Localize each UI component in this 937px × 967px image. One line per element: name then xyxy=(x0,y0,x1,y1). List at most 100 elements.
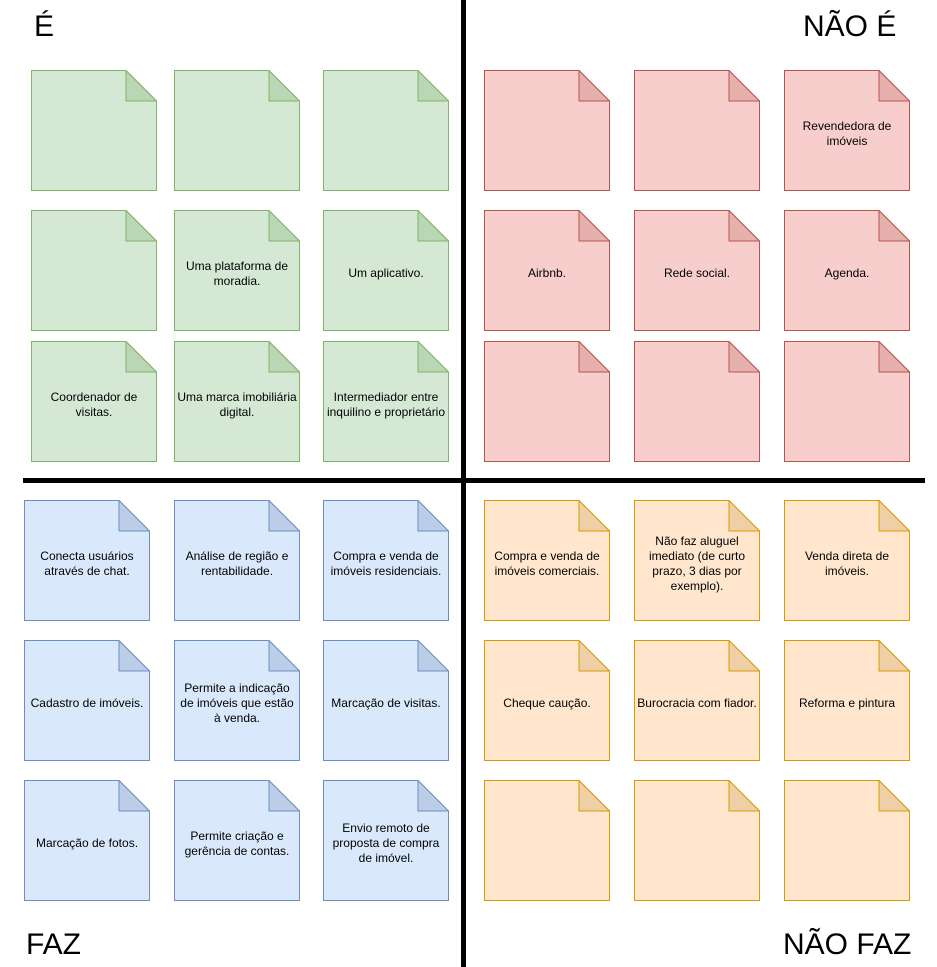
sticky-note-text xyxy=(176,70,298,191)
sticky-note-body xyxy=(174,210,300,331)
sticky-note-faz-8: Permite criação e gerência de contas. xyxy=(174,780,300,901)
sticky-note-fold xyxy=(728,640,760,672)
sticky-note-shape xyxy=(323,500,449,621)
sticky-note-fold xyxy=(728,500,760,532)
sticky-note-nao-e-8 xyxy=(634,341,760,462)
sticky-note-body xyxy=(323,780,449,901)
sticky-note-fold xyxy=(417,780,449,812)
sticky-note-fold xyxy=(118,780,150,812)
sticky-note-fold xyxy=(125,210,157,242)
sticky-note-shape xyxy=(634,640,760,761)
sticky-note-text xyxy=(486,341,608,462)
sticky-note-fold xyxy=(578,70,610,102)
sticky-note-faz-6: Marcação de visitas. xyxy=(323,640,449,761)
sticky-note-shape xyxy=(323,640,449,761)
sticky-note-nao-faz-5: Burocracia com fiador. xyxy=(634,640,760,761)
sticky-note-fold xyxy=(268,341,300,373)
sticky-note-text: Intermediador entre inquilino e propriet… xyxy=(326,389,446,419)
sticky-note-shape xyxy=(784,780,910,901)
sticky-note-fold xyxy=(878,210,910,242)
sticky-note-shape xyxy=(174,70,300,191)
sticky-note-shape xyxy=(323,210,449,331)
sticky-note-body xyxy=(484,210,610,331)
sticky-note-text: Agenda. xyxy=(824,266,870,280)
sticky-note-body xyxy=(323,341,449,462)
sticky-note-shape xyxy=(784,500,910,621)
sticky-note-shape xyxy=(484,70,610,191)
sticky-note-e-5: Uma plataforma de moradia. xyxy=(174,210,300,331)
sticky-note-body xyxy=(784,210,910,331)
sticky-note-text: Permite a indicação de imóveis que estão… xyxy=(180,681,294,725)
sticky-note-nao-e-4: Airbnb. xyxy=(484,210,610,331)
sticky-note-faz-9: Envio remoto de proposta de compra de im… xyxy=(323,780,449,901)
sticky-note-fold xyxy=(878,640,910,672)
sticky-note-text xyxy=(486,780,608,901)
sticky-note-fold xyxy=(728,210,760,242)
sticky-note-shape xyxy=(323,70,449,191)
sticky-note-nao-faz-3: Venda direta de imóveis. xyxy=(784,500,910,621)
sticky-note-fold xyxy=(125,341,157,373)
sticky-note-text: Cheque caução. xyxy=(503,696,591,710)
sticky-note-shape xyxy=(634,210,760,331)
sticky-note-fold xyxy=(878,500,910,532)
sticky-note-text: Coordenador de visitas. xyxy=(50,389,138,419)
sticky-note-fold xyxy=(268,210,300,242)
sticky-note-shape xyxy=(634,70,760,191)
sticky-note-text: Reforma e pintura xyxy=(798,696,896,710)
sticky-note-nao-faz-1: Compra e venda de imóveis comerciais. xyxy=(484,500,610,621)
sticky-note-text: Compra e venda de imóveis comerciais. xyxy=(494,548,600,578)
sticky-note-nao-faz-4: Cheque caução. xyxy=(484,640,610,761)
sticky-note-shape xyxy=(484,500,610,621)
sticky-note-fold xyxy=(417,341,449,373)
sticky-note-body xyxy=(323,500,449,621)
label-faz: FAZ xyxy=(26,928,82,961)
sticky-note-shape xyxy=(784,341,910,462)
sticky-note-shape xyxy=(31,341,157,462)
sticky-note-shape xyxy=(484,640,610,761)
sticky-note-body xyxy=(634,640,760,761)
sticky-note-shape xyxy=(24,780,150,901)
sticky-note-body xyxy=(31,210,157,331)
sticky-note-fold xyxy=(125,70,157,102)
sticky-note-e-2 xyxy=(174,70,300,191)
sticky-note-shape xyxy=(174,210,300,331)
vertical-divider xyxy=(461,0,466,967)
sticky-note-fold xyxy=(878,341,910,373)
sticky-note-fold xyxy=(268,640,300,672)
sticky-note-fold xyxy=(728,780,760,812)
sticky-note-nao-e-9 xyxy=(784,341,910,462)
label-nao-faz: NÃO FAZ xyxy=(783,928,912,961)
sticky-note-shape xyxy=(31,210,157,331)
sticky-note-text: Permite criação e gerência de contas. xyxy=(184,828,290,858)
sticky-note-shape xyxy=(634,341,760,462)
sticky-note-body xyxy=(174,500,300,621)
sticky-note-nao-faz-6: Reforma e pintura xyxy=(784,640,910,761)
sticky-note-body xyxy=(174,780,300,901)
sticky-note-body xyxy=(784,780,910,901)
sticky-note-body xyxy=(24,780,150,901)
sticky-note-text: Airbnb. xyxy=(527,266,567,280)
sticky-note-text: Uma plataforma de moradia. xyxy=(185,258,289,288)
sticky-note-fold xyxy=(728,70,760,102)
sticky-note-fold xyxy=(268,780,300,812)
sticky-note-nao-e-6: Agenda. xyxy=(784,210,910,331)
sticky-note-fold xyxy=(118,500,150,532)
sticky-note-fold xyxy=(578,640,610,672)
sticky-note-shape xyxy=(24,640,150,761)
sticky-note-body xyxy=(484,780,610,901)
sticky-note-text: Uma marca imobiliária digital. xyxy=(177,389,297,419)
horizontal-divider xyxy=(23,478,925,483)
sticky-note-body xyxy=(31,341,157,462)
sticky-note-nao-faz-7 xyxy=(484,780,610,901)
sticky-note-text: Um aplicativo. xyxy=(348,266,424,280)
sticky-note-shape xyxy=(174,780,300,901)
sticky-note-fold xyxy=(417,70,449,102)
sticky-note-faz-7: Marcação de fotos. xyxy=(24,780,150,901)
sticky-note-faz-4: Cadastro de imóveis. xyxy=(24,640,150,761)
sticky-note-fold xyxy=(578,341,610,373)
sticky-note-nao-e-1 xyxy=(484,70,610,191)
sticky-note-fold xyxy=(578,780,610,812)
sticky-note-body xyxy=(784,500,910,621)
sticky-note-text: Não faz aluguel imediato (de curto prazo… xyxy=(648,533,746,593)
sticky-note-shape xyxy=(634,500,760,621)
